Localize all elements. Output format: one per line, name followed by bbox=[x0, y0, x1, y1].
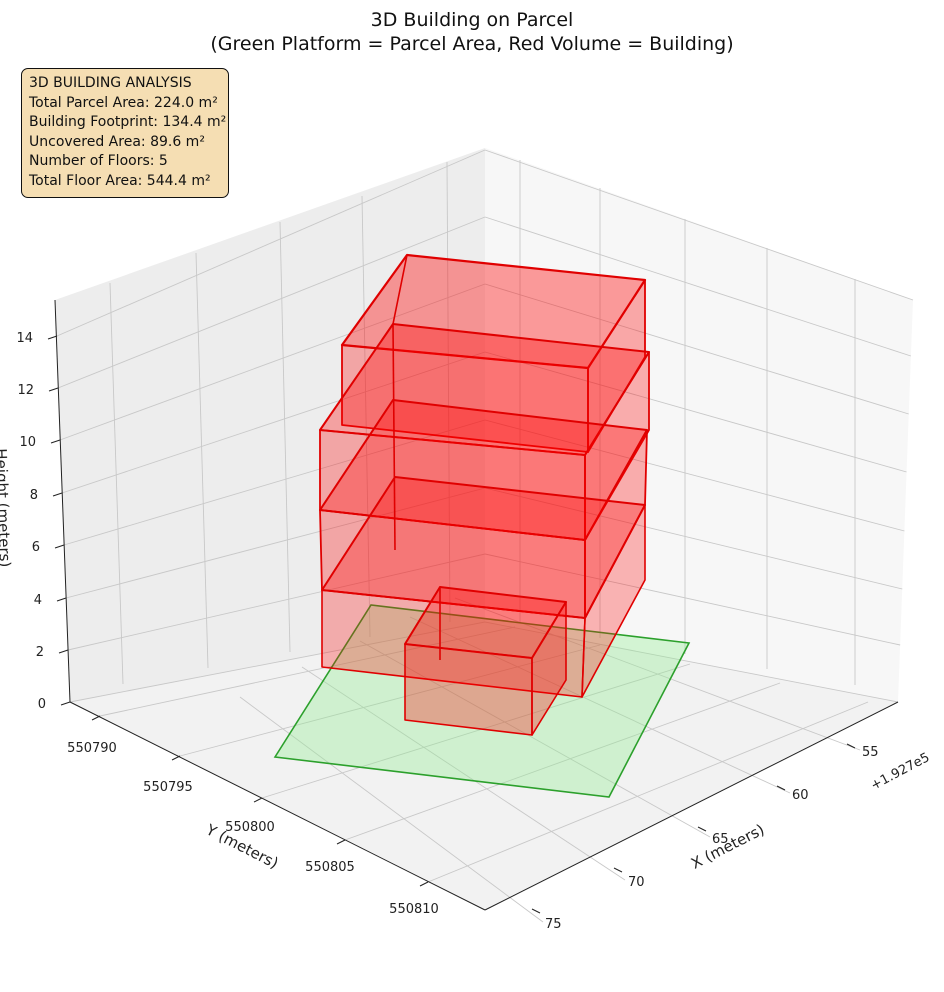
z-tick-label: 0 bbox=[38, 697, 46, 712]
y-grid-wall bbox=[279, 221, 291, 653]
chart-title: 3D Building on Parcel bbox=[371, 9, 574, 31]
z-tick-label: 12 bbox=[17, 383, 34, 398]
analysis-box: 3D BUILDING ANALYSIS Total Parcel Area: … bbox=[21, 68, 229, 198]
grid-lines bbox=[56, 149, 914, 923]
z-tick-mark bbox=[60, 701, 71, 706]
z-grid-right bbox=[484, 621, 899, 703]
y-tick-mark bbox=[336, 839, 346, 845]
z-grid-left bbox=[59, 283, 486, 441]
y-ticks: 550790 550795 550800 550805 550810 bbox=[67, 715, 439, 917]
x-axis-line bbox=[484, 701, 899, 911]
z-grid-left bbox=[67, 553, 486, 651]
building-edge bbox=[392, 254, 408, 325]
analysis-footprint: Building Footprint: 134.4 m² bbox=[29, 114, 227, 130]
right-pane bbox=[485, 148, 913, 702]
x-tick-mark bbox=[531, 908, 541, 914]
y-grid-floor bbox=[261, 663, 691, 799]
floor-1-side bbox=[531, 601, 567, 736]
y-grid-floor bbox=[344, 682, 781, 841]
x-grid-floor bbox=[359, 640, 711, 838]
z-tick-label: 10 bbox=[19, 435, 36, 450]
analysis-floor-area: Total Floor Area: 544.4 m² bbox=[29, 172, 211, 189]
y-tick-label: 550795 bbox=[143, 780, 193, 795]
analysis-parcel-area: Total Parcel Area: 224.0 m² bbox=[29, 94, 218, 111]
z-grid-left bbox=[56, 149, 486, 337]
y-grid-floor bbox=[99, 626, 516, 717]
analysis-heading: 3D BUILDING ANALYSIS bbox=[29, 75, 192, 91]
y-grid-wall bbox=[109, 282, 124, 685]
x-grid-floor bbox=[239, 696, 544, 923]
z-grid-right bbox=[484, 351, 907, 473]
y-grid-wall bbox=[446, 161, 451, 623]
y-tick-mark bbox=[253, 797, 263, 803]
floor-1-front bbox=[404, 643, 533, 736]
parcel-platform bbox=[273, 604, 691, 798]
z-tick-mark bbox=[47, 335, 58, 340]
z-grid-right bbox=[484, 216, 911, 357]
x-tick-label: 65 bbox=[712, 832, 729, 847]
y-axis-line bbox=[69, 701, 486, 911]
z-grid-left bbox=[65, 487, 486, 599]
z-tick-mark bbox=[56, 597, 67, 602]
z-tick-label: 4 bbox=[34, 593, 42, 608]
z-tick-label: 8 bbox=[30, 488, 38, 503]
y-tick-mark bbox=[171, 755, 181, 761]
z-tick-mark bbox=[48, 387, 59, 392]
z-tick-mark bbox=[54, 544, 65, 549]
y-tick-mark bbox=[419, 881, 429, 887]
axes-panes bbox=[55, 148, 913, 910]
x-tick-mark bbox=[776, 785, 786, 791]
x-tick-mark bbox=[846, 743, 856, 749]
x-tick-mark bbox=[613, 867, 623, 873]
z-axis-line bbox=[54, 299, 71, 703]
z-grid-right bbox=[484, 149, 914, 301]
left-pane bbox=[55, 148, 485, 702]
z-grid-right bbox=[484, 419, 905, 532]
z-tick-label: 6 bbox=[32, 540, 40, 555]
y-tick-label: 550800 bbox=[225, 820, 275, 835]
building-volume bbox=[319, 253, 650, 736]
z-tick-mark bbox=[52, 492, 63, 497]
z-axis-label: Height (meters) bbox=[0, 448, 14, 568]
chart-subtitle: (Green Platform = Parcel Area, Red Volum… bbox=[210, 33, 733, 55]
y-tick-label: 550810 bbox=[389, 902, 439, 917]
x-tick-label: 75 bbox=[545, 917, 562, 932]
x-ticks: 55 60 65 70 75 bbox=[531, 743, 879, 932]
z-grid-right bbox=[484, 553, 901, 646]
building-edge bbox=[392, 323, 396, 551]
y-tick-label: 550805 bbox=[305, 860, 355, 875]
z-grid-left bbox=[69, 621, 486, 703]
axis-lines bbox=[54, 299, 899, 911]
z-tick-mark bbox=[50, 439, 61, 444]
z-tick-label: 14 bbox=[16, 331, 33, 346]
y-tick-label: 550790 bbox=[67, 741, 117, 756]
z-ticks: 0 2 4 6 8 10 12 14 bbox=[16, 331, 71, 712]
z-grid-right bbox=[484, 283, 909, 415]
x-tick-label: 70 bbox=[628, 875, 645, 890]
x-tick-label: 60 bbox=[792, 788, 809, 803]
z-tick-label: 2 bbox=[36, 645, 44, 660]
z-tick-mark bbox=[58, 649, 69, 654]
x-tick-mark bbox=[697, 826, 707, 832]
y-grid-floor bbox=[179, 644, 601, 757]
z-grid-right bbox=[484, 487, 903, 590]
analysis-uncovered: Uncovered Area: 89.6 m² bbox=[29, 133, 205, 150]
y-grid-wall bbox=[361, 195, 371, 638]
floor-4-side bbox=[584, 351, 650, 541]
z-grid-left bbox=[63, 419, 486, 546]
y-grid-floor bbox=[427, 701, 869, 883]
y-tick-mark bbox=[91, 715, 101, 721]
x-tick-label: 55 bbox=[862, 745, 879, 760]
analysis-floors: Number of Floors: 5 bbox=[29, 153, 168, 169]
x-grid-floor bbox=[301, 666, 626, 881]
floor-pane bbox=[70, 622, 898, 910]
x-grid-floor bbox=[409, 616, 791, 794]
z-grid-left bbox=[57, 216, 486, 389]
floor-2-side bbox=[581, 504, 646, 698]
y-grid-wall bbox=[195, 252, 209, 669]
z-grid-left bbox=[61, 351, 486, 494]
